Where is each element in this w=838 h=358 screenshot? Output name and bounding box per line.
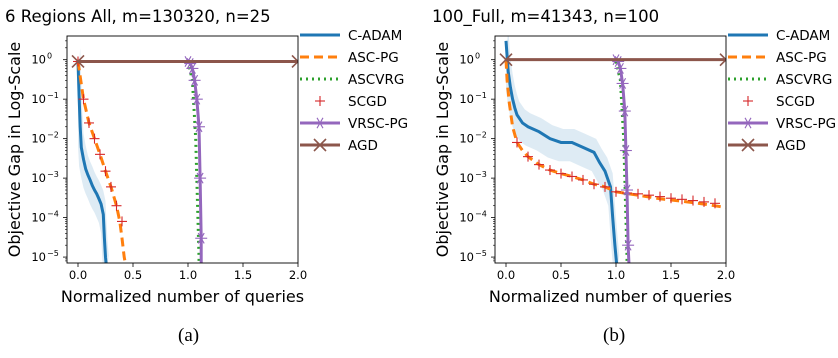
agd-marker	[291, 54, 298, 63]
vrsc-pg-marker	[744, 117, 752, 129]
y-tick-label: 10	[459, 92, 474, 106]
x-tick-label: 0.0	[497, 268, 515, 282]
legend-label: SCGD	[776, 94, 815, 110]
vrsc-pg-marker	[193, 93, 201, 105]
y-tick-label: 10	[31, 211, 46, 225]
c-adam-variance-band	[506, 36, 620, 263]
y-tick-label: 10	[31, 132, 46, 146]
y-tick-label: 10	[31, 92, 46, 106]
chart-title: 100_Full, m=41343, n=100	[432, 7, 659, 27]
agd-marker	[719, 53, 726, 61]
x-tick-label: 2.0	[717, 268, 735, 282]
axes-frame	[66, 35, 299, 264]
vrsc-pg-marker	[198, 264, 204, 274]
legend-label: VRSC-PG	[776, 116, 836, 132]
y-tick-exponent: −1	[47, 91, 59, 100]
vrsc-pg-marker	[614, 56, 622, 67]
y-tick-label: 10	[31, 53, 46, 67]
legend-label: VRSC-PG	[348, 116, 408, 132]
x-tick-label: 1.5	[662, 268, 680, 282]
x-tick-label: 1.0	[179, 268, 197, 282]
vrsc-pg-marker	[316, 117, 324, 129]
legend-swatch-agd	[313, 138, 327, 152]
ascvrg-line	[186, 61, 201, 263]
vrsc-pg-line	[615, 58, 631, 263]
y-tick-exponent: 0	[47, 52, 52, 61]
y-tick-label: 10	[459, 53, 474, 67]
chart-panel-a: 6 Regions All, m=130320, n=25 Objective G…	[5, 7, 408, 306]
legend-label: AGD	[776, 138, 806, 154]
legend-swatch-agd	[741, 138, 755, 152]
y-tick-exponent: −2	[47, 131, 59, 140]
x-tick-label: 0.5	[124, 268, 142, 282]
y-tick-exponent: −5	[47, 249, 59, 258]
y-tick-label: 10	[31, 171, 46, 185]
agd-marker	[71, 54, 85, 69]
y-tick-label: 10	[459, 132, 474, 146]
legend-label: SCGD	[348, 94, 387, 110]
legend-label: AGD	[348, 138, 378, 154]
y-tick-label: 10	[459, 250, 474, 264]
caption-b: (b)	[603, 325, 626, 346]
vrsc-pg-marker	[198, 264, 204, 274]
plot-area	[71, 47, 298, 274]
legend: C-ADAM ASC-PG ASCVRG SCGD VRSC-PG AGD	[728, 28, 836, 154]
caption-a: (a)	[178, 325, 200, 346]
y-tick-label: 10	[31, 250, 46, 264]
x-axis-label: Normalized number of queries	[61, 287, 304, 306]
legend-label: ASC-PG	[348, 50, 399, 66]
agd-marker	[719, 58, 726, 67]
y-axis-label: Objective Gap in Log-Scale	[433, 42, 452, 257]
y-tick-exponent: −4	[47, 210, 59, 219]
vrsc-pg-marker	[196, 172, 204, 184]
x-tick-label: 1.0	[607, 268, 625, 282]
y-tick-exponent: −3	[475, 170, 487, 179]
legend-label: C-ADAM	[776, 28, 830, 44]
plot-area	[499, 36, 726, 274]
vrsc-pg-marker	[621, 105, 629, 117]
x-tick-label: 2.0	[289, 268, 307, 282]
y-tick-exponent: −3	[47, 170, 59, 179]
legend: C-ADAM ASC-PG ASCVRG SCGD VRSC-PG AGD	[300, 28, 408, 154]
x-tick-label: 1.5	[234, 268, 252, 282]
y-tick-exponent: −1	[475, 91, 487, 100]
chart-title: 6 Regions All, m=130320, n=25	[5, 7, 271, 26]
y-tick-exponent: 0	[475, 52, 480, 61]
asc-pg-line	[76, 61, 127, 263]
chart-panel-b: 100_Full, m=41343, n=100 Objective Gap in…	[432, 7, 836, 306]
legend-label: ASCVRG	[348, 72, 404, 88]
x-tick-label: 0.0	[69, 268, 87, 282]
y-tick-label: 10	[459, 211, 474, 225]
c-adam-line	[76, 61, 108, 263]
legend-label: ASC-PG	[776, 50, 827, 66]
vrsc-pg-marker	[626, 264, 632, 274]
asc-pg-line	[504, 59, 726, 210]
axes-frame	[494, 35, 727, 264]
ascvrg-line	[614, 61, 629, 263]
y-tick-exponent: −5	[475, 249, 487, 258]
vrsc-pg-marker	[195, 121, 203, 133]
x-tick-label: 0.5	[552, 268, 570, 282]
x-axis-label: Normalized number of queries	[489, 287, 732, 306]
agd-marker	[499, 53, 513, 67]
vrsc-pg-marker	[623, 184, 631, 196]
vrsc-pg-marker	[624, 239, 632, 251]
c-adam-line	[504, 40, 619, 263]
vrsc-pg-marker	[622, 145, 630, 156]
vrsc-pg-marker	[188, 62, 196, 74]
vrsc-pg-marker	[191, 74, 199, 86]
agd-marker	[291, 60, 298, 69]
y-tick-exponent: −4	[475, 210, 487, 219]
y-axis-label: Objective Gap in Log-Scale	[5, 42, 24, 257]
vrsc-pg-marker	[197, 232, 205, 244]
y-tick-exponent: −2	[475, 131, 487, 140]
vrsc-pg-marker	[616, 62, 624, 74]
legend-label: C-ADAM	[348, 28, 402, 44]
vrsc-pg-marker	[626, 264, 632, 274]
legend-label: ASCVRG	[776, 72, 832, 88]
vrsc-pg-marker	[619, 77, 627, 89]
y-tick-label: 10	[459, 171, 474, 185]
